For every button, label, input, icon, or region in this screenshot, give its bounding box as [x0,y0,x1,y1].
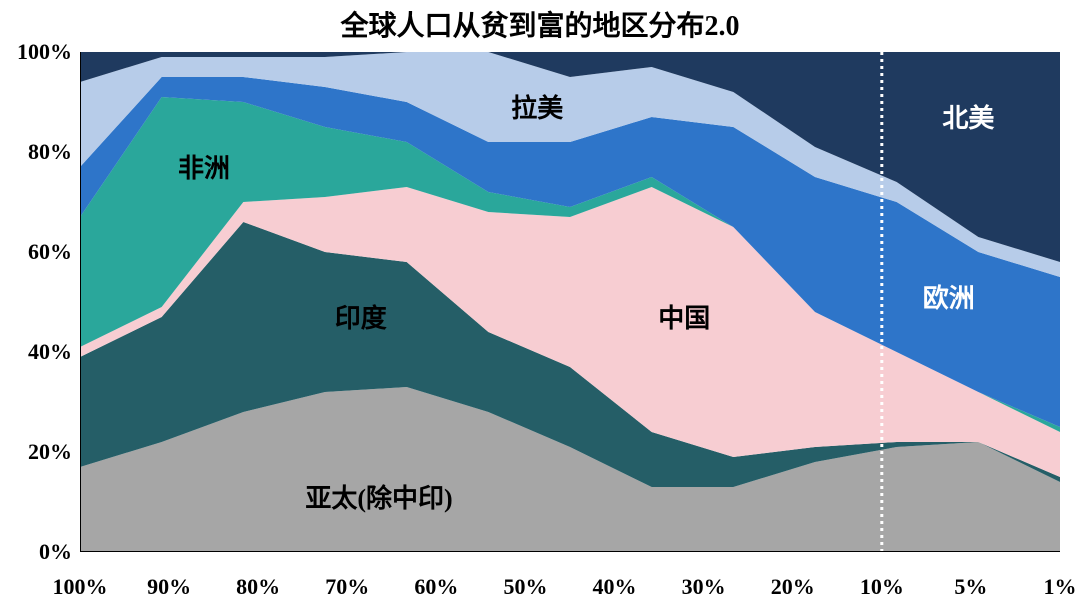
x-axis-label: 90% [147,574,191,600]
chart-container: 全球人口从贫到富的地区分布2.0 0% 20% 40% 60% 80% 100% 100% 9… [0,0,1080,608]
x-axis-label: 50% [503,574,547,600]
x-axis-label: 5% [954,574,987,600]
y-axis-label: 100% [0,39,72,65]
y-axis-label: 20% [0,439,72,465]
y-axis-label: 0% [0,539,72,565]
chart-title: 全球人口从贫到富的地区分布2.0 [0,4,1080,44]
x-axis-label: 80% [236,574,280,600]
x-axis-label: 70% [325,574,369,600]
y-axis-label: 80% [0,139,72,165]
x-axis-label: 10% [860,574,904,600]
y-axis-label: 60% [0,239,72,265]
chart-plot [80,52,1060,552]
x-axis-label: 1% [1044,574,1077,600]
x-axis-label: 100% [53,574,108,600]
x-axis-label: 20% [771,574,815,600]
y-axis-label: 40% [0,339,72,365]
x-axis-label: 30% [682,574,726,600]
x-axis-label: 40% [593,574,637,600]
x-axis-label: 60% [414,574,458,600]
